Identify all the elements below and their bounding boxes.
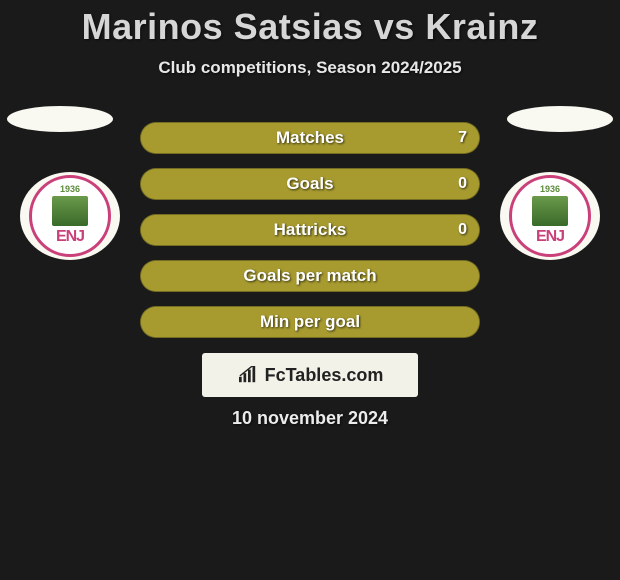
badge-year-right: 1936 bbox=[540, 184, 560, 194]
club-badge-right-inner: 1936 ENJ bbox=[509, 175, 591, 257]
stat-label: Matches bbox=[141, 128, 479, 148]
stat-label: Goals bbox=[141, 174, 479, 194]
player-left-ellipse bbox=[7, 106, 113, 132]
stat-row: Hattricks0 bbox=[140, 214, 480, 246]
badge-emblem-left bbox=[52, 196, 88, 226]
club-badge-left-inner: 1936 ENJ bbox=[29, 175, 111, 257]
stat-label: Hattricks bbox=[141, 220, 479, 240]
chart-icon bbox=[237, 366, 259, 384]
badge-abbrev-left: ENJ bbox=[56, 228, 84, 246]
watermark: FcTables.com bbox=[202, 353, 418, 397]
badge-abbrev-right: ENJ bbox=[536, 228, 564, 246]
club-badge-right: 1936 ENJ bbox=[500, 172, 600, 260]
stats-container: Matches7Goals0Hattricks0Goals per matchM… bbox=[140, 122, 480, 352]
club-badge-left: 1936 ENJ bbox=[20, 172, 120, 260]
stat-row: Matches7 bbox=[140, 122, 480, 154]
stat-row: Goals per match bbox=[140, 260, 480, 292]
watermark-text: FcTables.com bbox=[265, 365, 384, 386]
stat-label: Goals per match bbox=[141, 266, 479, 286]
stat-value-right: 7 bbox=[458, 129, 467, 147]
badge-year-left: 1936 bbox=[60, 184, 80, 194]
page-title: Marinos Satsias vs Krainz bbox=[0, 0, 620, 48]
stat-value-right: 0 bbox=[458, 221, 467, 239]
stat-label: Min per goal bbox=[141, 312, 479, 332]
subtitle: Club competitions, Season 2024/2025 bbox=[0, 58, 620, 78]
stat-value-right: 0 bbox=[458, 175, 467, 193]
badge-emblem-right bbox=[532, 196, 568, 226]
player-right-ellipse bbox=[507, 106, 613, 132]
stat-row: Goals0 bbox=[140, 168, 480, 200]
stat-row: Min per goal bbox=[140, 306, 480, 338]
date-text: 10 november 2024 bbox=[0, 408, 620, 429]
